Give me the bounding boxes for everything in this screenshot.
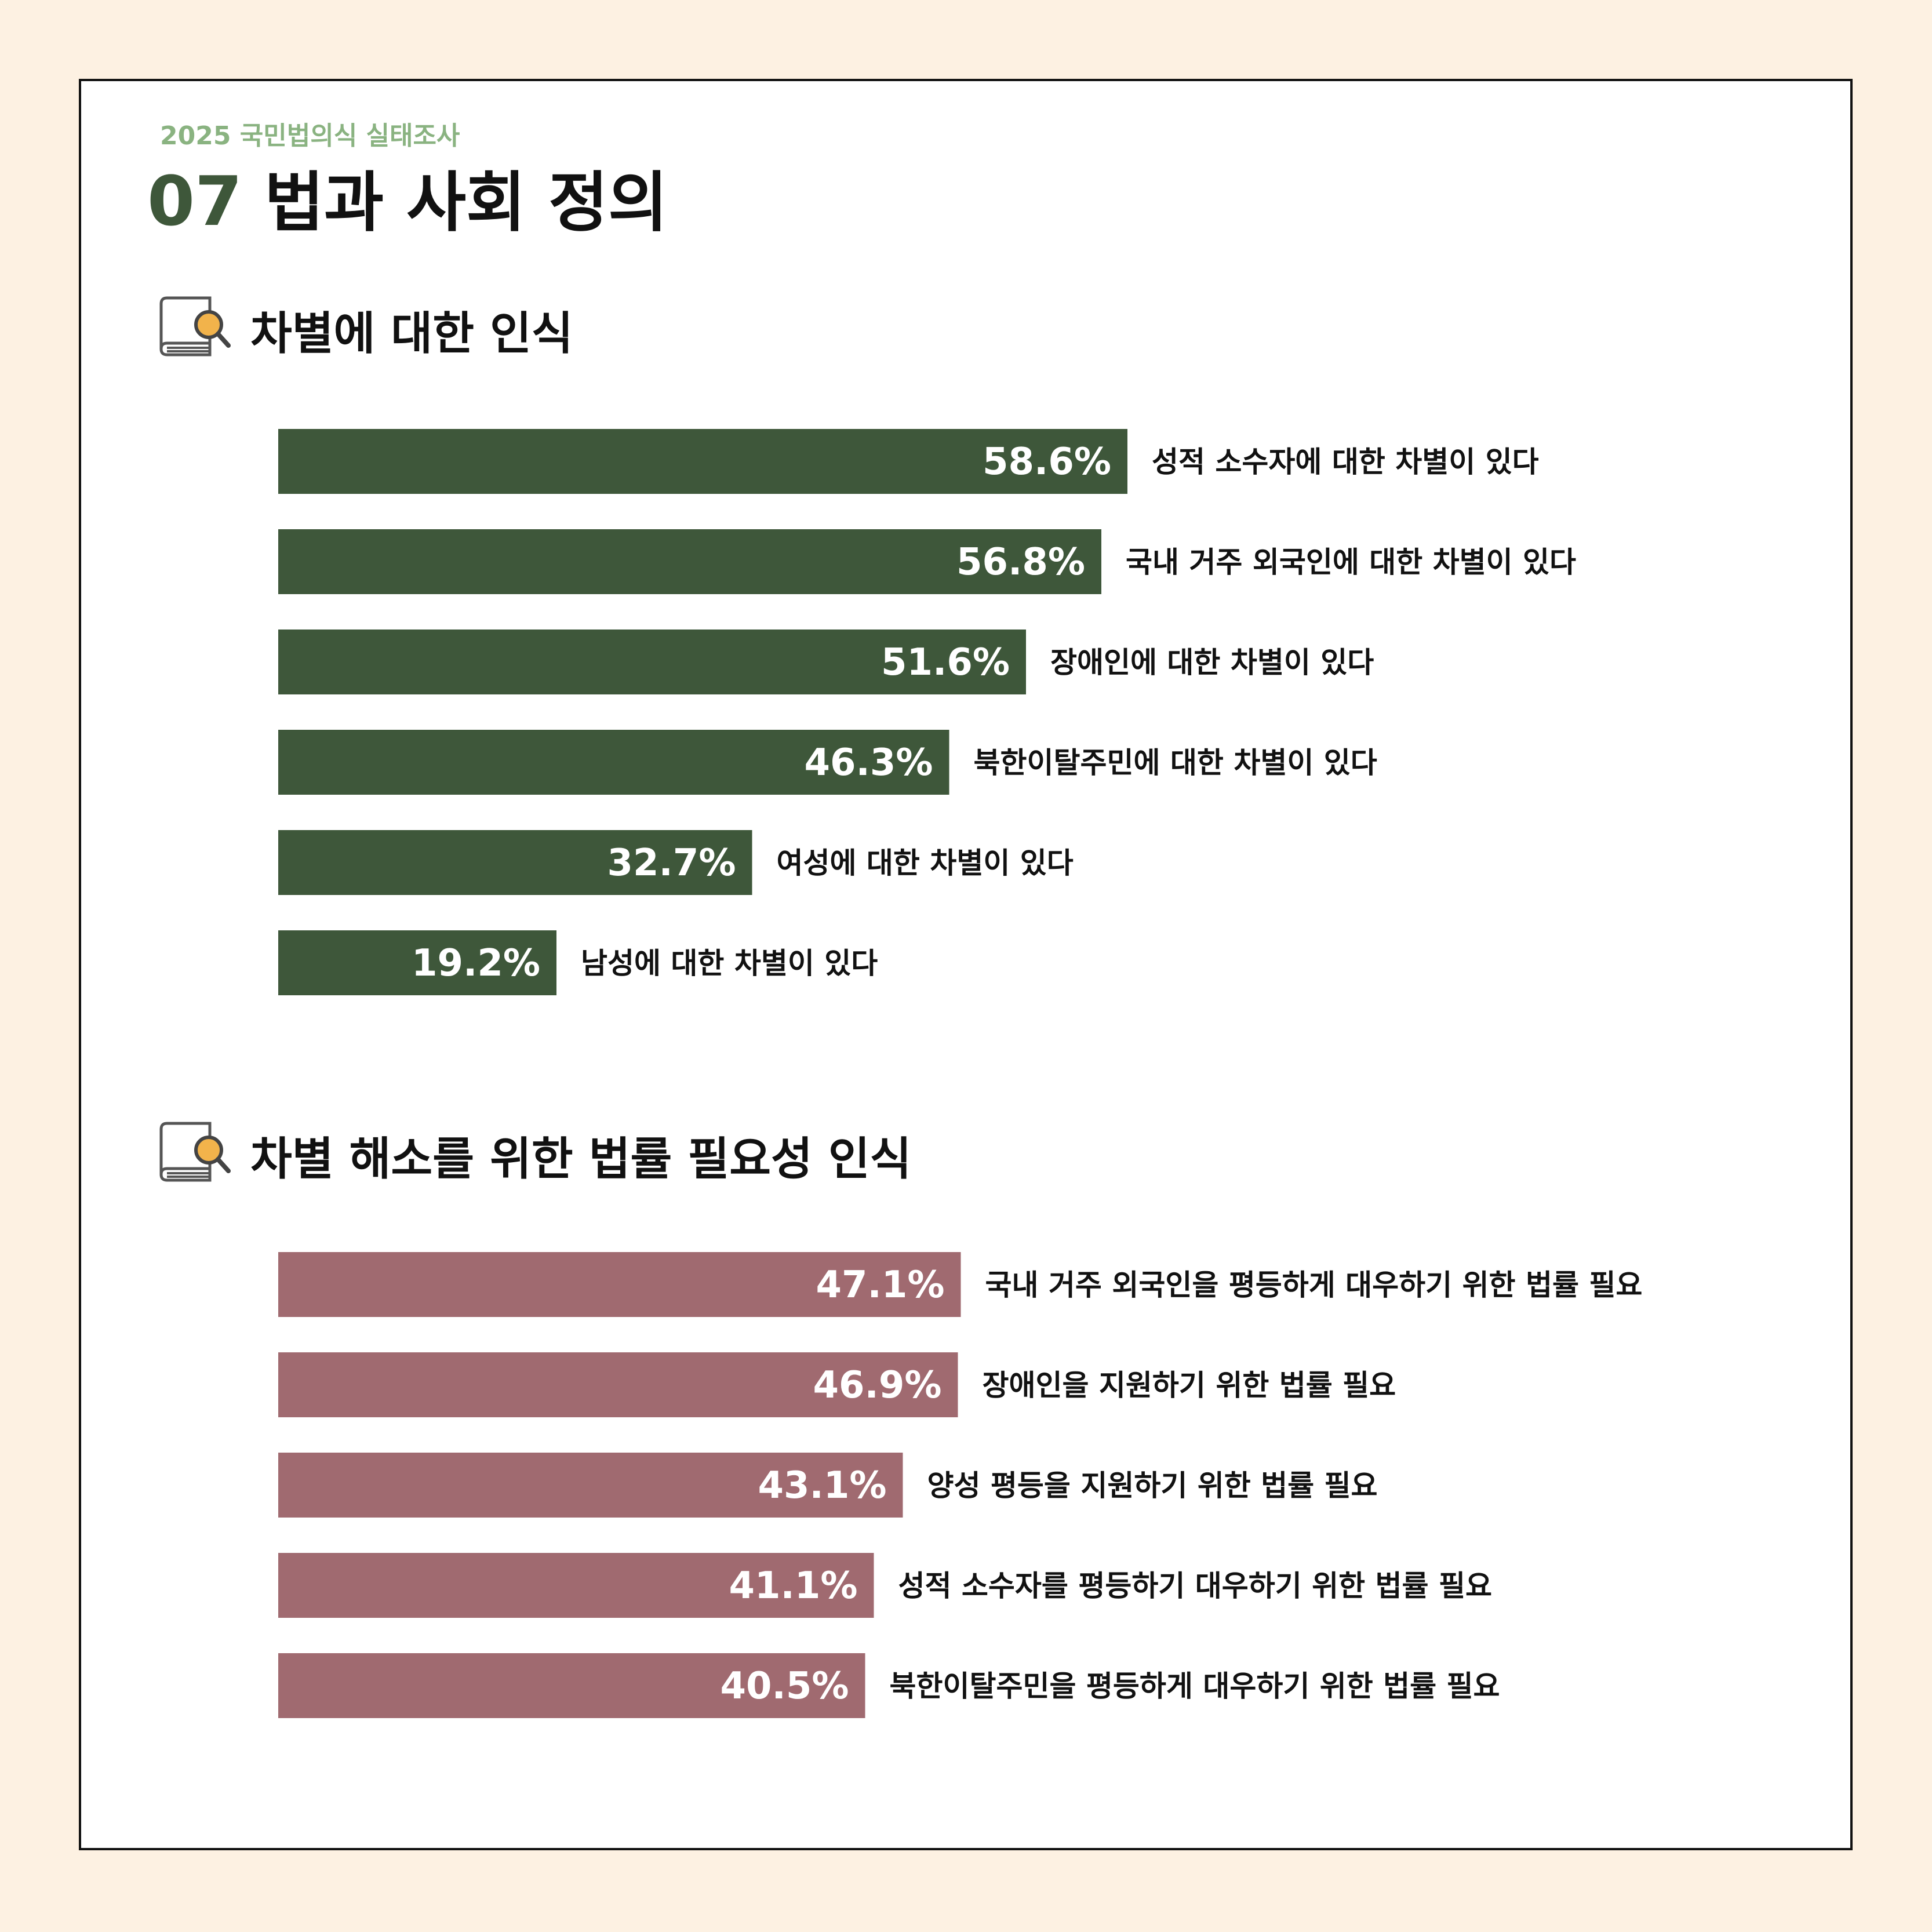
chart-1-title: 차별에 대한 인식 bbox=[250, 308, 573, 360]
chart-2-category-label: 국내 거주 외국인을 평등하게 대우하기 위한 법률 필요 bbox=[985, 1268, 1643, 1302]
chart-1-bar bbox=[278, 529, 1101, 594]
chart-1-bar bbox=[278, 830, 752, 895]
chart-1-bar bbox=[278, 630, 1026, 694]
section-number: 07 bbox=[147, 161, 243, 241]
chart-2-category-label: 성적 소수자를 평등하기 대우하기 위한 법률 필요 bbox=[898, 1569, 1492, 1603]
chart-2-bar bbox=[278, 1553, 874, 1618]
chart-2-category-label: 북한이탈주민을 평등하게 대우하기 위한 법률 필요 bbox=[890, 1669, 1500, 1703]
book-magnifier-icon bbox=[159, 296, 231, 356]
chart-2-law-necessity-perception: 47.1% 국내 거주 외국인을 평등하게 대우하기 위한 법률 필요 46.9% 장… bbox=[278, 1252, 1643, 1718]
chart-2-category-label: 장애인을 지원하기 위한 법률 필요 bbox=[983, 1369, 1396, 1402]
chart-1-value-label: 51.6% bbox=[881, 641, 1010, 684]
chart-1-bar bbox=[278, 429, 1127, 494]
chart-2-category-label: 양성 평등을 지원하기 위한 법률 필요 bbox=[927, 1469, 1378, 1502]
chart-2-heading: 차별 해소를 위한 법률 필요성 인식 bbox=[157, 1118, 911, 1193]
chart-2-value-label: 46.9% bbox=[813, 1364, 941, 1407]
chart-1-discrimination-perception: 58.6% 성적 소수자에 대한 차별이 있다 56.8% 국내 거주 외국인에 대한… bbox=[278, 429, 1576, 995]
chart-1-category-label: 북한이탈주민에 대한 차별이 있다 bbox=[974, 746, 1377, 780]
chart-2-title: 차별 해소를 위한 법률 필요성 인식 bbox=[250, 1133, 912, 1185]
book-magnifier-icon bbox=[159, 1122, 231, 1182]
chart-1-value-label: 46.3% bbox=[804, 741, 933, 784]
chart-1-value-label: 56.8% bbox=[956, 541, 1085, 584]
chart-2-value-label: 47.1% bbox=[816, 1264, 944, 1307]
chart-2-bar bbox=[278, 1653, 865, 1718]
chart-1-category-label: 국내 거주 외국인에 대한 차별이 있다 bbox=[1126, 545, 1576, 579]
chart-2-bar bbox=[278, 1252, 961, 1317]
chart-1-heading: 차별에 대한 인식 bbox=[157, 292, 573, 368]
chart-1-value-label: 58.6% bbox=[983, 441, 1111, 483]
chart-2-value-label: 40.5% bbox=[720, 1665, 849, 1708]
chart-1-bar bbox=[278, 730, 949, 795]
page-title: 법과 사회 정의 bbox=[264, 165, 668, 241]
survey-label: 2025 국민법의식 실태조사 bbox=[160, 121, 460, 151]
chart-1-category-label: 성적 소수자에 대한 차별이 있다 bbox=[1152, 445, 1539, 479]
chart-1-value-label: 19.2% bbox=[412, 942, 540, 985]
chart-1-category-label: 여성에 대한 차별이 있다 bbox=[777, 846, 1074, 880]
chart-1-category-label: 장애인에 대한 차별이 있다 bbox=[1050, 646, 1374, 679]
chart-1-value-label: 32.7% bbox=[607, 842, 736, 885]
chart-2-value-label: 43.1% bbox=[758, 1464, 886, 1507]
chart-1-category-label: 남성에 대한 차별이 있다 bbox=[581, 947, 878, 980]
chart-2-bar bbox=[278, 1453, 903, 1518]
chart-2-value-label: 41.1% bbox=[729, 1564, 857, 1607]
chart-2-bar bbox=[278, 1352, 958, 1417]
chart-1-bar bbox=[278, 930, 556, 995]
